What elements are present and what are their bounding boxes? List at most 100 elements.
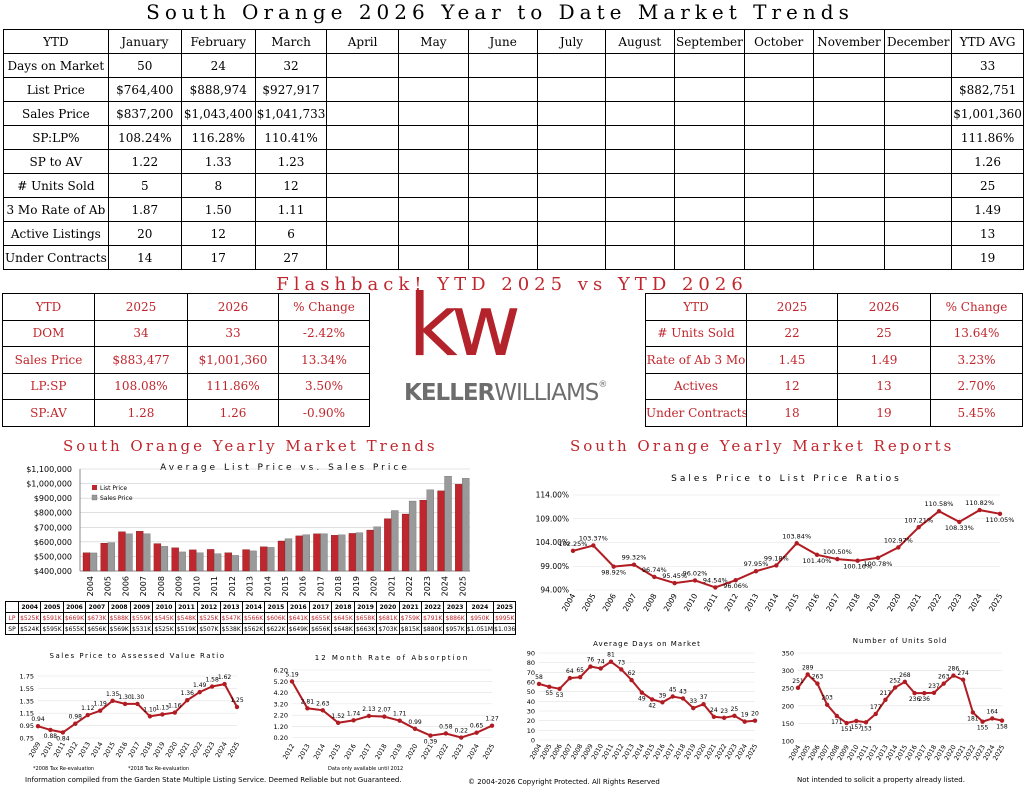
column-header: July — [537, 29, 606, 54]
table-cell: $669K — [62, 612, 87, 624]
x-tick-label: 2014 — [263, 576, 272, 596]
data-point — [305, 706, 310, 711]
y-tick-label: 30 — [527, 708, 535, 716]
column-header: February — [180, 29, 256, 54]
table-cell: $519K — [174, 623, 199, 635]
bar-list-price — [348, 533, 357, 572]
data-point — [844, 720, 849, 726]
table-cell — [468, 125, 539, 150]
data-label: 0.94 — [31, 716, 45, 723]
table-cell: 5 — [107, 173, 182, 198]
data-label: 274 — [957, 670, 969, 677]
table-cell: $1,001,360 — [187, 346, 279, 374]
table-cell — [468, 77, 539, 102]
x-tick-label: 2023 — [423, 576, 432, 596]
year-cell: 2018 — [331, 601, 355, 613]
data-point — [711, 714, 717, 719]
year-cell: 2015 — [264, 601, 288, 613]
chart-title: Average List Price vs. Sales Price — [160, 463, 410, 473]
y-tick-label: 50 — [527, 688, 535, 696]
table-cell: 13.64% — [930, 319, 1023, 347]
table-cell: 25 — [837, 319, 931, 347]
table-cell: $886K — [443, 612, 467, 624]
table-cell: $591K — [40, 612, 64, 624]
table-row: SP:LP% 108.24% 116.28% 110.41% 111.86% — [3, 125, 1024, 150]
table-cell: 25 — [951, 173, 1024, 198]
table-cell — [812, 125, 886, 150]
data-label: 96.02% — [683, 569, 708, 577]
table-cell: 12 — [746, 372, 838, 400]
table-cell — [326, 245, 399, 270]
data-point — [936, 509, 942, 514]
table-cell: 1.22 — [107, 149, 182, 174]
table-cell: 33 — [187, 319, 279, 347]
table-cell: $525K — [152, 623, 176, 635]
data-point — [855, 558, 860, 563]
x-tick-label: 2023 — [946, 592, 963, 613]
data-label: 157 — [851, 724, 863, 731]
table-cell: $525K — [197, 612, 221, 624]
y-tick-label: 109.00% — [536, 514, 569, 523]
row-label: LP — [5, 612, 19, 624]
table-row: LP:SP 108.08% 111.86% 3.50% — [2, 372, 370, 400]
y-tick-label: 5.20 — [274, 678, 288, 686]
data-point — [970, 710, 976, 715]
year-cell: 2012 — [197, 601, 221, 613]
data-point — [834, 713, 840, 719]
year-cell: 2004 — [17, 601, 42, 613]
y-tick-label: 0.95 — [20, 722, 34, 730]
x-tick-label: 2020 — [370, 576, 379, 596]
table-cell: 17 — [180, 245, 256, 270]
column-header: March — [254, 29, 328, 54]
bar-sales-price — [408, 500, 417, 572]
data-point — [896, 545, 901, 550]
data-label: 96.74% — [642, 566, 667, 574]
table-row: Active Listings 20 12 6 13 — [3, 221, 1024, 246]
data-point — [941, 681, 946, 686]
table-row: # Units Sold 22 25 13.64% — [645, 319, 1023, 347]
data-label: 102.25% — [559, 540, 588, 548]
table-cell: $655K — [309, 612, 333, 624]
year-cell: 2006 — [62, 601, 87, 613]
x-tick-label: 2009 — [175, 576, 184, 596]
data-point — [931, 690, 937, 695]
x-tick-label: 2008 — [641, 592, 658, 613]
data-label: 177 — [870, 704, 882, 711]
data-label: 19 — [741, 712, 749, 719]
row-label: 3 Mo Rate of Ab — [3, 197, 109, 222]
data-point — [443, 731, 449, 736]
y-tick-label: 80 — [527, 659, 535, 667]
table-cell: $524K — [17, 623, 42, 635]
table-cell: 1.11 — [254, 197, 328, 222]
x-tick-label: 2011 — [210, 576, 219, 596]
y-tick-label: 1.75 — [20, 673, 34, 681]
table-cell — [604, 221, 675, 246]
data-point — [960, 677, 966, 682]
table-cell: $547K — [219, 612, 243, 624]
bar-sales-price — [249, 550, 257, 572]
data-point — [639, 690, 645, 695]
data-point — [752, 718, 758, 723]
x-tick-label: 2018 — [334, 576, 343, 596]
table-cell: 13.34% — [278, 346, 370, 374]
table-cell: 20 — [107, 221, 182, 246]
kw-reg: ® — [598, 380, 607, 390]
chart-title: 12 Month Rate of Absorption — [315, 654, 469, 662]
table-cell — [537, 53, 606, 78]
data-point — [598, 666, 603, 671]
table-cell: $837,200 — [107, 101, 182, 126]
table-cell — [812, 173, 886, 198]
data-label: 45 — [669, 687, 677, 694]
data-point — [892, 685, 898, 690]
table-cell — [743, 101, 814, 126]
data-point — [957, 519, 962, 525]
table-cell: $525K — [17, 612, 42, 624]
data-label: 0.58 — [439, 723, 453, 730]
table-cell: $1.051M — [465, 623, 494, 635]
data-label: 2.63 — [316, 700, 330, 707]
table-cell — [397, 77, 470, 102]
data-point — [536, 681, 542, 687]
data-point — [692, 578, 698, 583]
data-label: 33 — [689, 698, 697, 705]
table-row: List Price $764,400 $888,974 $927,917 $882,7… — [3, 77, 1024, 102]
